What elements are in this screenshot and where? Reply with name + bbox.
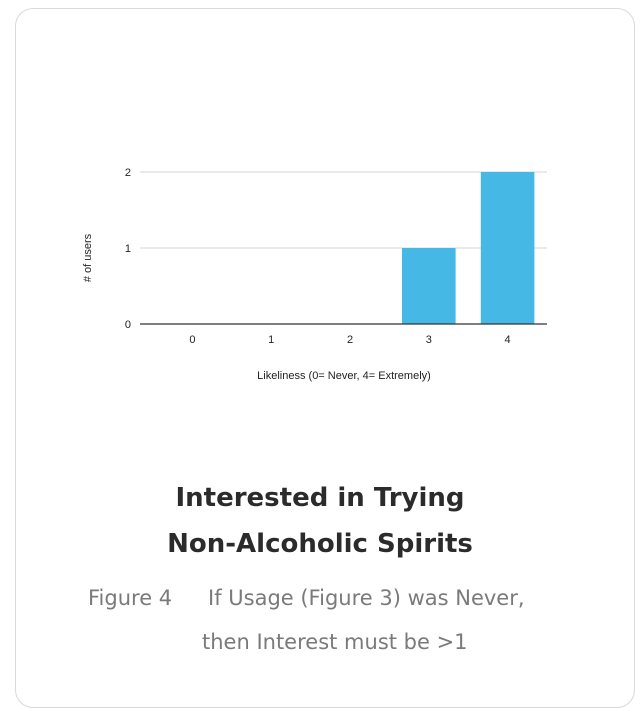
x-axis-label: Likeliness (0= Never, 4= Extremely)	[257, 370, 431, 382]
bars	[402, 172, 535, 324]
figure-label: Figure 4	[88, 586, 173, 610]
x-tick-label: 4	[505, 334, 511, 346]
y-axis-label: # of users	[82, 233, 94, 282]
x-tick-label: 3	[426, 334, 432, 346]
figure-card	[15, 8, 635, 708]
bar-4	[480, 172, 535, 324]
bar-3	[402, 248, 456, 324]
x-tick-label: 0	[189, 334, 195, 346]
x-tick-label: 2	[347, 334, 353, 346]
figure-note-line-1: If Usage (Figure 3) was Never,	[208, 586, 525, 610]
figure-note-line-2: then Interest must be >1	[202, 630, 468, 654]
y-tick-label: 0	[125, 319, 131, 331]
caption-title-line-1: Interested in Trying	[175, 483, 465, 513]
y-tick-label: 1	[125, 243, 131, 255]
y-tick-label: 2	[125, 167, 131, 179]
bar-chart: 0 1 2 0 1 2 3 4 # of users Likeliness (0= Neve…	[82, 167, 547, 382]
grid-lines	[140, 171, 547, 249]
caption-title-line-2: Non-Alcoholic Spirits	[167, 529, 473, 559]
y-tick-labels: 0 1 2	[125, 167, 131, 331]
x-tick-labels: 0 1 2 3 4	[189, 334, 510, 346]
x-tick-label: 1	[268, 334, 274, 346]
